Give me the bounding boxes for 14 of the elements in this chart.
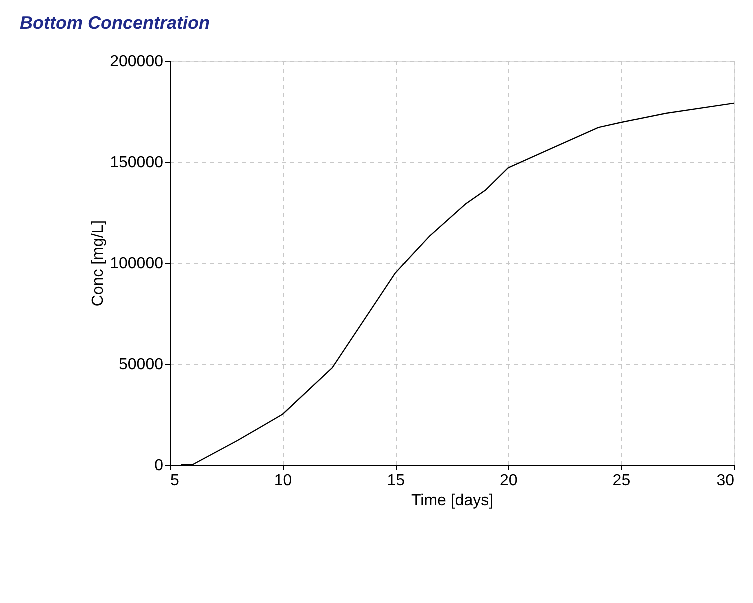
x-tick-label: 20 [500, 472, 518, 490]
x-tick-label: 15 [387, 472, 406, 490]
y-tick-label: 200000 [110, 54, 164, 70]
chart-title: Bottom Concentration [20, 13, 210, 33]
x-axis-title: Time [days] [411, 492, 494, 510]
y-tick-label: 50000 [119, 356, 164, 374]
y-tick-label: 150000 [110, 154, 164, 172]
x-tick-label: 30 [716, 472, 735, 490]
x-tick-label: 10 [274, 472, 292, 490]
y-axis-title: Conc [mg/L] [90, 220, 108, 307]
x-tick-label: 5 [170, 472, 180, 490]
y-tick-label: 0 [154, 458, 164, 474]
y-tick-label: 100000 [110, 256, 164, 272]
x-tick-label: 25 [612, 472, 631, 490]
